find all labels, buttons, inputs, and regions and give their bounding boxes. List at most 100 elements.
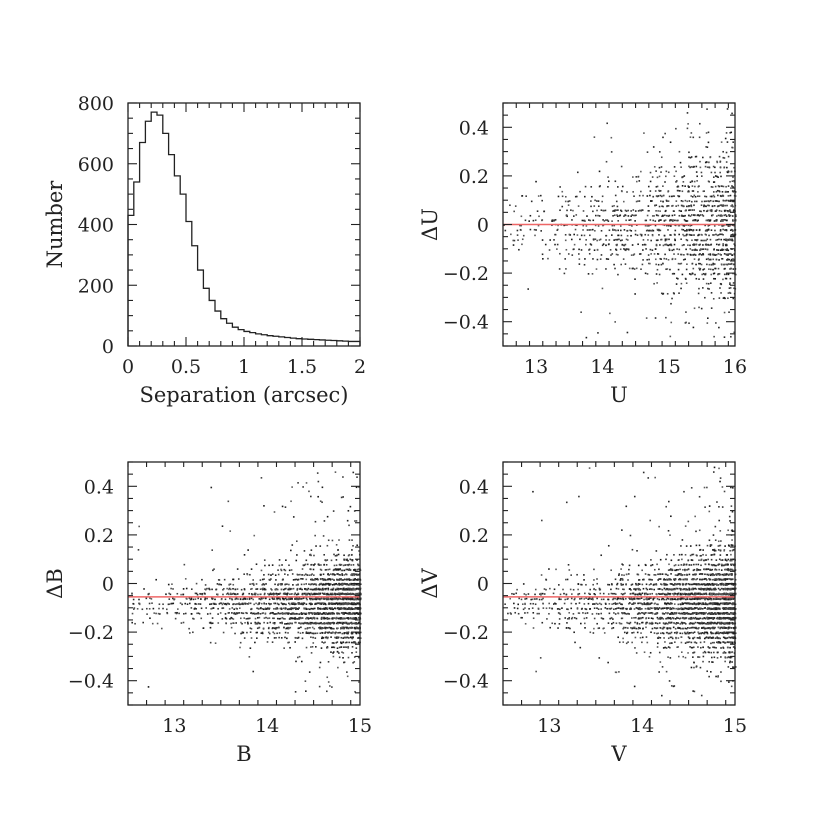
scatter-point bbox=[728, 258, 731, 261]
scatter-point bbox=[666, 224, 668, 227]
scatter-point bbox=[719, 253, 721, 256]
scatter-point bbox=[305, 559, 308, 562]
scatter-point bbox=[617, 209, 619, 211]
scatter-point bbox=[357, 641, 360, 644]
scatter-point bbox=[254, 641, 256, 644]
scatter-point bbox=[291, 603, 293, 605]
scatter-point bbox=[334, 631, 336, 634]
scatter-point bbox=[662, 293, 664, 295]
scatter-point bbox=[254, 592, 256, 595]
scatter-point bbox=[718, 209, 721, 212]
scatter-point bbox=[671, 214, 674, 217]
scatter-point bbox=[726, 191, 728, 193]
scatter-point bbox=[699, 166, 702, 169]
scatter-point bbox=[573, 215, 575, 217]
scatter-point bbox=[690, 273, 692, 276]
scatter-point bbox=[729, 225, 731, 227]
scatter-point bbox=[707, 282, 710, 285]
scatter-point bbox=[675, 569, 678, 571]
scatter-point bbox=[510, 613, 512, 615]
scatter-point bbox=[292, 612, 295, 614]
scatter-point bbox=[732, 282, 735, 284]
scatter-point bbox=[704, 224, 706, 227]
scatter-point bbox=[338, 631, 340, 634]
scatter-point bbox=[320, 622, 323, 625]
scatter-point bbox=[680, 282, 683, 285]
scatter-point bbox=[683, 205, 685, 208]
scatter-point bbox=[246, 603, 249, 605]
scatter-point bbox=[327, 587, 330, 590]
scatter-point bbox=[720, 175, 722, 178]
scatter-point bbox=[564, 200, 567, 203]
scatter-point bbox=[679, 161, 682, 164]
scatter-point bbox=[642, 239, 645, 241]
scatter-point bbox=[688, 209, 690, 212]
scatter-point bbox=[313, 583, 316, 585]
scatter-point bbox=[722, 234, 724, 236]
histogram-bin bbox=[209, 300, 215, 346]
scatter-point bbox=[331, 539, 334, 542]
scatter-point bbox=[551, 224, 553, 227]
scatter-point bbox=[343, 613, 345, 615]
scatter-point bbox=[665, 670, 668, 673]
scatter-point bbox=[345, 602, 347, 605]
scatter-point bbox=[170, 587, 172, 590]
scatter-point bbox=[270, 578, 272, 580]
scatter-point bbox=[173, 598, 176, 600]
scatter-point bbox=[715, 253, 718, 256]
scatter-point bbox=[259, 588, 262, 590]
scatter-point bbox=[326, 613, 329, 615]
scatter-point bbox=[673, 631, 676, 634]
scatter-point bbox=[334, 603, 336, 605]
scatter-point bbox=[275, 592, 278, 595]
scatter-point bbox=[295, 597, 298, 599]
scatter-point bbox=[602, 209, 604, 212]
scatter-point bbox=[672, 195, 675, 197]
scatter-point bbox=[679, 253, 682, 256]
scatter-point bbox=[693, 243, 695, 245]
scatter-point bbox=[702, 253, 705, 256]
scatter-point bbox=[304, 627, 307, 630]
scatter-point bbox=[684, 568, 686, 571]
scatter-point bbox=[533, 228, 536, 231]
scatter-point bbox=[615, 209, 618, 212]
scatter-point bbox=[148, 592, 150, 595]
scatter-point bbox=[691, 185, 694, 187]
scatter-point bbox=[616, 214, 618, 216]
scatter-point bbox=[308, 612, 310, 615]
scatter-point bbox=[715, 573, 717, 575]
scatter-point bbox=[692, 326, 695, 329]
scatter-point bbox=[337, 603, 340, 605]
scatter-point bbox=[136, 608, 139, 610]
scatter-point bbox=[673, 210, 675, 212]
scatter-point bbox=[335, 602, 338, 604]
scatter-point bbox=[723, 253, 726, 255]
scatter-point bbox=[611, 234, 613, 236]
scatter-point bbox=[340, 641, 342, 644]
scatter-point bbox=[704, 248, 707, 250]
scatter-point bbox=[258, 598, 261, 600]
scatter-point bbox=[256, 622, 259, 625]
scatter-point bbox=[712, 214, 714, 216]
scatter-point bbox=[568, 233, 571, 236]
scatter-point bbox=[243, 588, 246, 591]
scatter-point bbox=[354, 612, 356, 615]
scatter-point bbox=[138, 602, 140, 605]
scatter-point bbox=[695, 200, 698, 203]
scatter-point bbox=[309, 568, 312, 570]
scatter-point bbox=[341, 569, 344, 572]
scatter-point bbox=[694, 239, 696, 241]
scatter-point bbox=[307, 608, 310, 610]
scatter-point bbox=[729, 194, 732, 197]
scatter-point bbox=[718, 200, 720, 203]
axis-ticks bbox=[502, 102, 735, 347]
scatter-point bbox=[263, 587, 266, 590]
scatter-point bbox=[351, 602, 354, 605]
scatter-point bbox=[336, 598, 339, 601]
scatter-point bbox=[582, 224, 585, 227]
scatter-point bbox=[625, 219, 627, 222]
scatter-point bbox=[700, 307, 703, 310]
scatter-point bbox=[236, 588, 239, 590]
scatter-point bbox=[727, 225, 730, 227]
